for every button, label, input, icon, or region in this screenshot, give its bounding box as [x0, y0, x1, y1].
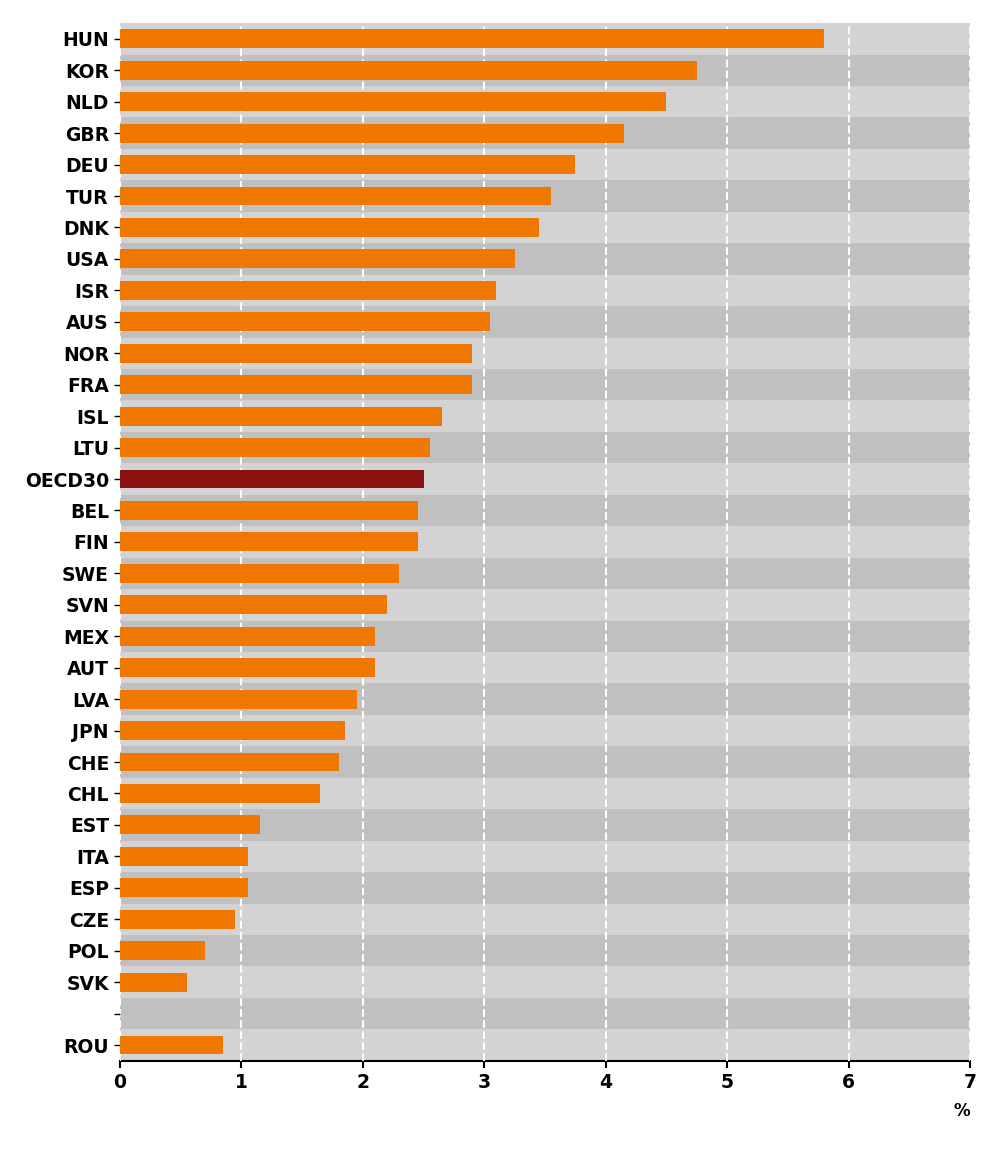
Bar — [120, 753, 339, 771]
Bar — [120, 746, 970, 778]
Bar — [120, 841, 970, 872]
Bar — [120, 274, 970, 306]
Bar — [120, 432, 970, 464]
Bar — [120, 29, 824, 48]
Bar — [120, 904, 970, 935]
Bar — [120, 218, 539, 236]
Bar — [120, 502, 418, 520]
Bar — [120, 589, 970, 620]
Bar — [120, 338, 970, 369]
Bar — [120, 973, 187, 992]
Bar — [120, 564, 399, 582]
Bar — [120, 118, 970, 149]
Bar — [120, 997, 970, 1030]
Bar — [120, 1035, 223, 1055]
Bar — [120, 620, 970, 651]
Bar — [120, 212, 970, 243]
Bar — [120, 312, 490, 331]
Bar — [120, 651, 970, 684]
Text: %: % — [953, 1102, 970, 1121]
Bar — [120, 156, 575, 174]
Bar — [120, 306, 970, 338]
Bar — [120, 533, 418, 551]
Bar — [120, 966, 970, 997]
Bar — [120, 1030, 970, 1061]
Bar — [120, 872, 970, 904]
Bar — [120, 180, 970, 212]
Bar — [120, 92, 666, 111]
Bar — [120, 595, 387, 615]
Bar — [120, 689, 357, 709]
Bar — [120, 721, 345, 740]
Bar — [120, 910, 235, 928]
Bar — [120, 847, 248, 866]
Bar — [120, 149, 970, 180]
Bar — [120, 715, 970, 746]
Bar — [120, 627, 375, 646]
Bar — [120, 495, 970, 526]
Bar — [120, 249, 515, 269]
Bar — [120, 123, 624, 143]
Bar — [120, 526, 970, 558]
Bar — [120, 23, 970, 54]
Bar — [120, 558, 970, 589]
Bar — [120, 369, 970, 400]
Bar — [120, 784, 320, 802]
Bar — [120, 344, 472, 363]
Bar — [120, 935, 970, 966]
Bar — [120, 809, 970, 841]
Bar — [120, 61, 697, 80]
Bar — [120, 375, 472, 394]
Bar — [120, 438, 430, 457]
Bar — [120, 815, 260, 835]
Bar — [120, 879, 248, 897]
Bar — [120, 400, 970, 432]
Bar — [120, 941, 205, 960]
Bar — [120, 243, 970, 274]
Bar — [120, 469, 424, 489]
Bar — [120, 187, 551, 205]
Bar — [120, 86, 970, 118]
Bar — [120, 281, 496, 300]
Bar — [120, 778, 970, 809]
Bar — [120, 658, 375, 677]
Bar — [120, 464, 970, 495]
Bar — [120, 54, 970, 86]
Bar — [120, 684, 970, 715]
Bar — [120, 407, 442, 425]
